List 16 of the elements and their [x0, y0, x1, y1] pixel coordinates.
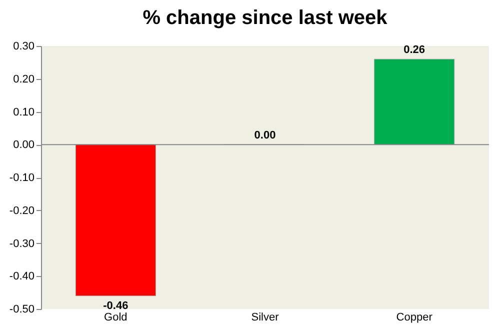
y-tick-label: 0.00 — [13, 139, 34, 152]
y-tick-label: -0.30 — [9, 238, 34, 250]
data-label: -0.46 — [103, 300, 128, 312]
x-tick-label: Copper — [396, 312, 433, 324]
y-tick-label: -0.50 — [9, 304, 34, 316]
y-tick-label: 0.30 — [13, 40, 34, 52]
chart-title: % change since last week — [142, 7, 388, 29]
y-tick-label: -0.20 — [9, 204, 34, 217]
data-label: 0.00 — [254, 130, 276, 142]
x-tick-label: Gold — [104, 312, 128, 324]
y-tick-label: 0.10 — [13, 106, 34, 118]
y-tick-label: -0.10 — [9, 172, 34, 184]
y-tick-label: 0.20 — [13, 73, 34, 86]
x-tick-label: Silver — [251, 312, 280, 324]
y-tick-label: -0.40 — [9, 270, 34, 283]
data-label: 0.26 — [404, 44, 426, 56]
